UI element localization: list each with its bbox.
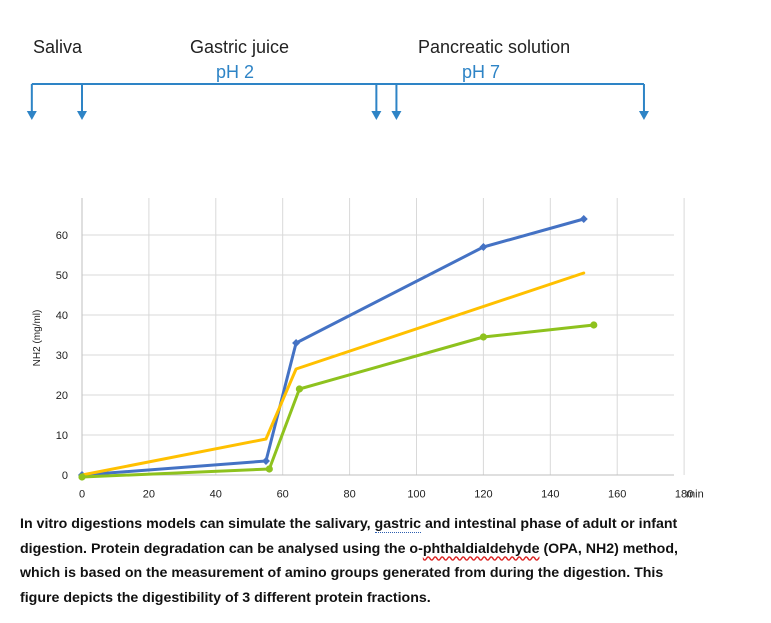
x-tick-label: 120 <box>474 489 492 501</box>
caption-text: (OPA, NH2) method, <box>539 540 678 557</box>
x-axis-unit-label: min <box>686 489 704 501</box>
y-tick-label: 20 <box>56 390 68 402</box>
y-tick-label: 10 <box>56 430 68 442</box>
series-3-point <box>295 385 304 393</box>
phase-arrow-head <box>638 111 649 120</box>
series-1-point <box>261 457 270 465</box>
phase-timeline <box>26 83 649 120</box>
chart-series <box>78 215 598 481</box>
series-3-point <box>265 465 273 473</box>
x-tick-label: 160 <box>608 489 626 501</box>
x-tick-label: 180 <box>675 489 693 501</box>
phase-label-pancreatic: Pancreatic solution <box>418 37 571 57</box>
y-tick-label: 30 <box>56 350 68 362</box>
chart-grid <box>82 198 685 475</box>
digestibility-chart: 0 10 20 30 40 50 60 0 20 40 60 80 100 120 140 160 180 NH… <box>32 198 704 501</box>
y-axis-label: NH2 (mg/ml) <box>32 310 43 367</box>
phase-arrow-head <box>371 111 382 120</box>
series-3-line <box>80 323 596 479</box>
caption-line-2: digestion. Protein degradation can be an… <box>20 537 755 562</box>
caption-line-4: figure depicts the digestibility of 3 di… <box>20 589 431 606</box>
series-2-line <box>80 271 586 477</box>
x-tick-label: 20 <box>143 489 155 501</box>
series-3-point <box>78 473 86 481</box>
phase-arrow-head <box>391 111 402 120</box>
y-tick-label: 40 <box>56 310 68 322</box>
caption-line-1: In vitro digestions models can simulate … <box>20 512 755 537</box>
x-tick-label: 80 <box>343 489 355 501</box>
caption-text-gastric: gastric <box>374 516 422 533</box>
chart-axes: 0 10 20 30 40 50 60 0 20 40 60 80 100 120 140 160 180 <box>56 198 693 501</box>
figure-caption: In vitro digestions models can simulate … <box>20 512 755 610</box>
phase-ph-gastric: pH 2 <box>216 62 255 82</box>
series-3-point <box>479 333 487 341</box>
y-tick-label: 50 <box>56 270 68 282</box>
x-tick-label: 140 <box>541 489 559 501</box>
phase-ph-pancreatic: pH 7 <box>462 62 501 82</box>
phase-arrow-head <box>77 111 87 120</box>
series-1-point <box>579 215 588 223</box>
x-tick-label: 40 <box>210 489 222 501</box>
caption-text: digestion. Protein degradation can be an… <box>20 540 423 557</box>
phase-arrow-head <box>26 111 37 120</box>
y-tick-label: 60 <box>56 230 68 242</box>
series-1-point <box>292 339 301 347</box>
caption-text: and intestinal phase of adult or infant <box>421 516 678 532</box>
phase-label-gastric: Gastric juice <box>190 37 290 57</box>
x-tick-label: 0 <box>79 489 85 501</box>
y-tick-label: 0 <box>62 470 68 482</box>
series-1-point <box>479 243 488 251</box>
series-1-line <box>80 217 586 477</box>
caption-text: In vitro digestions models can simulate … <box>20 516 375 532</box>
phase-label-saliva: Saliva <box>33 37 83 57</box>
series-3-point <box>590 321 598 329</box>
x-tick-label: 100 <box>407 489 425 501</box>
x-tick-label: 60 <box>277 489 289 501</box>
caption-line-3: which is based on the measurement of ami… <box>20 565 664 581</box>
caption-text-phthaldialdehyde: phthaldialdehyde <box>422 540 540 557</box>
